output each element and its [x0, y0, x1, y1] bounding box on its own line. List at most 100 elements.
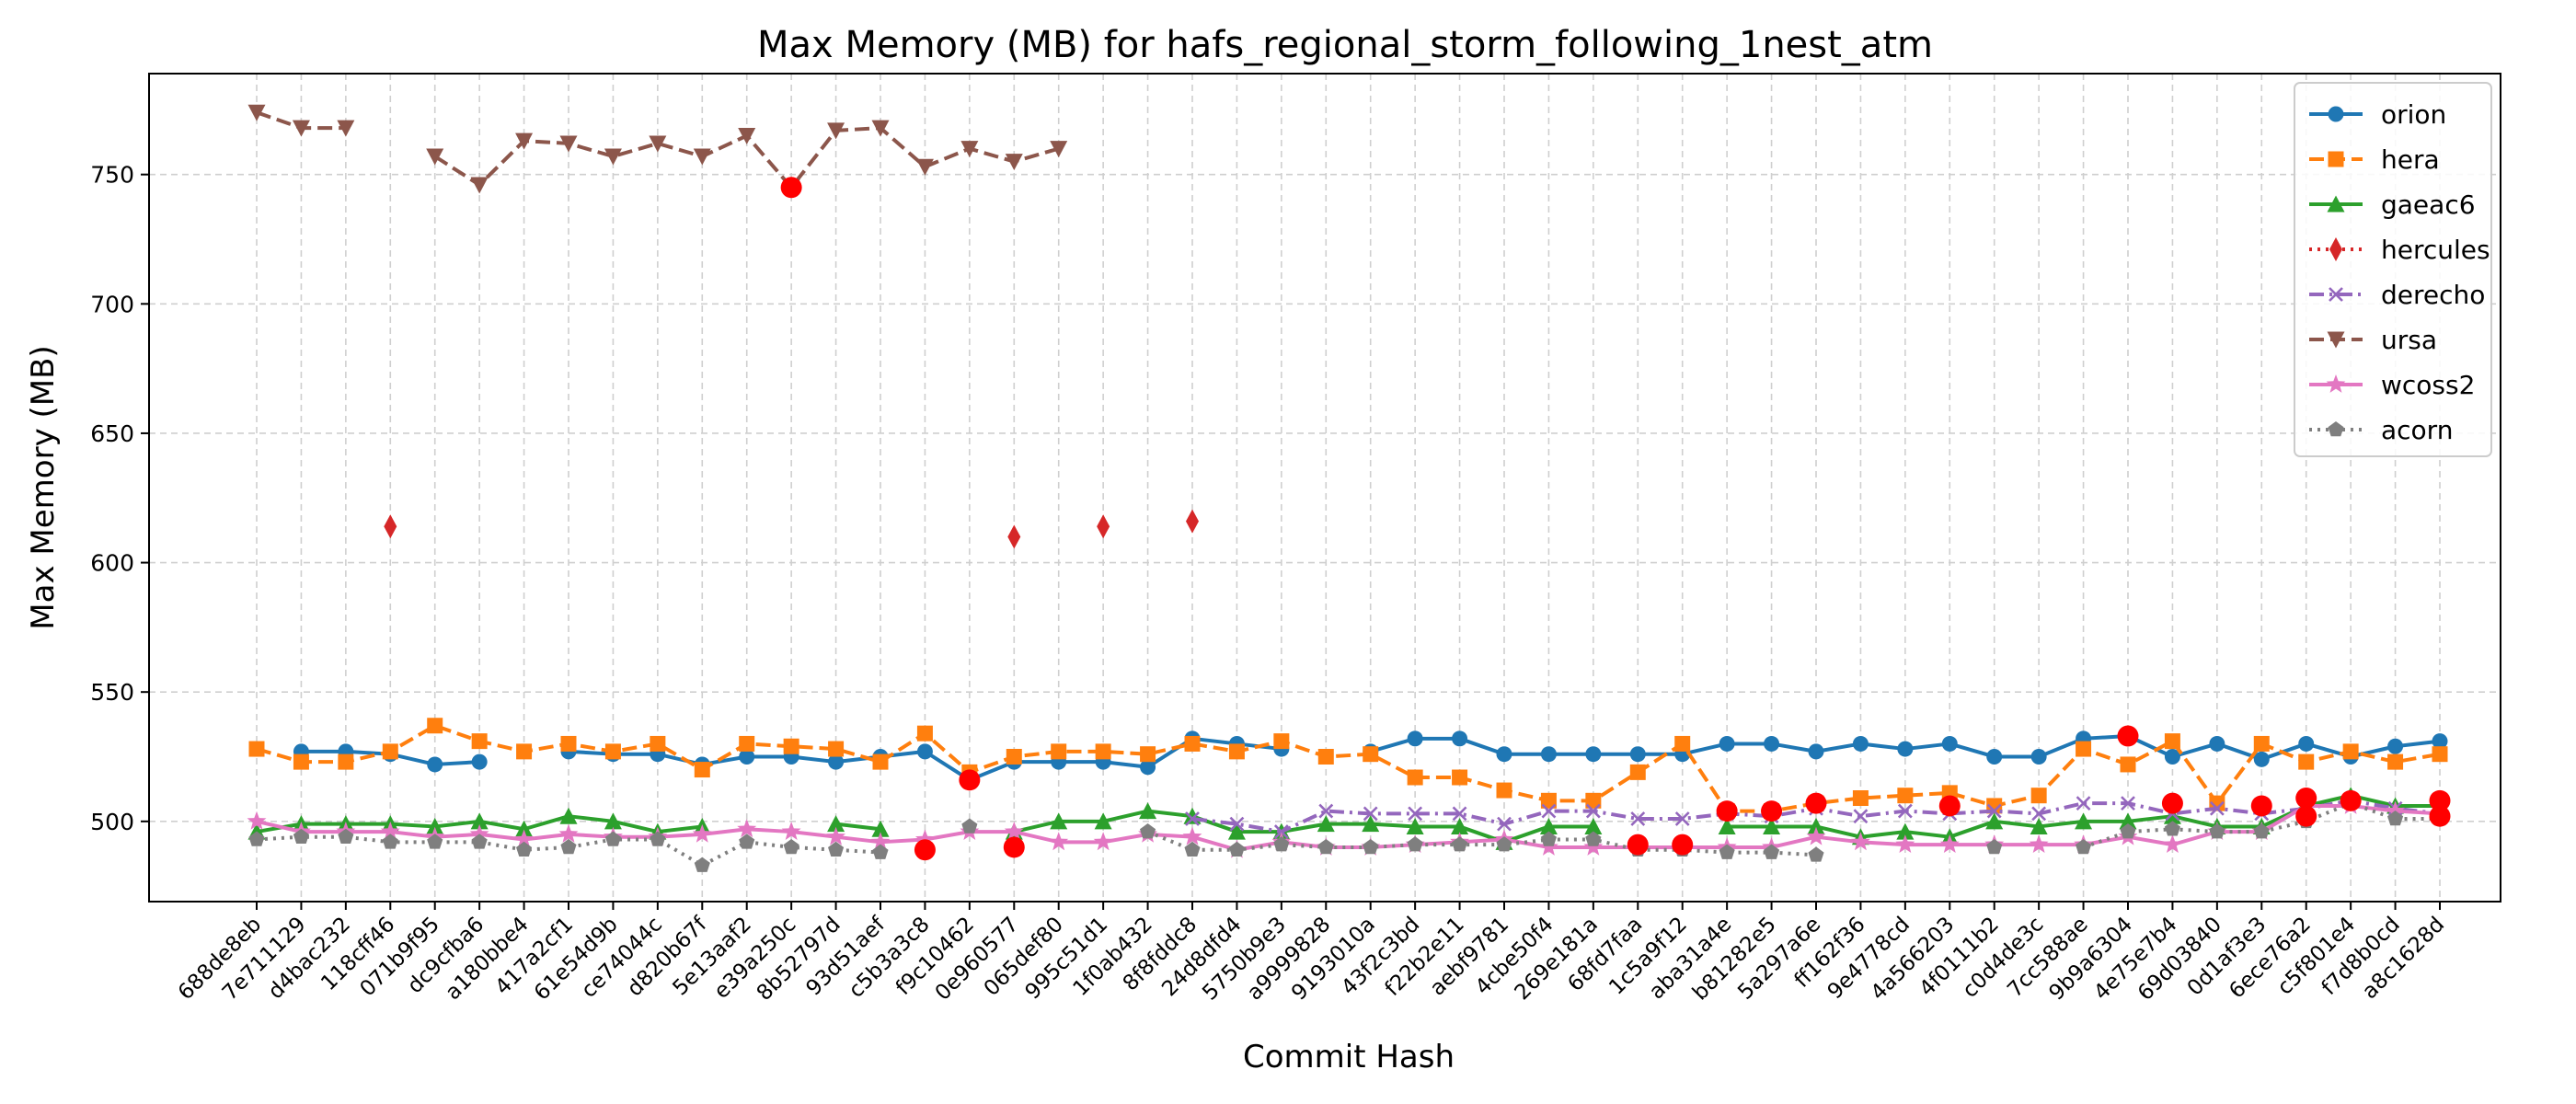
data-point-hera — [2076, 741, 2092, 757]
data-point-derecho — [1674, 811, 1690, 826]
highlighted-point — [780, 177, 802, 199]
data-point-derecho — [2209, 800, 2225, 816]
legend-label: hercules — [2381, 235, 2490, 265]
data-point-hera — [516, 743, 533, 760]
legend-marker — [2326, 374, 2346, 393]
y-tick-label: 500 — [90, 809, 134, 835]
data-point-wcoss2 — [781, 822, 801, 840]
data-point-wcoss2 — [1182, 826, 1202, 845]
legend-item-orion: orion — [2309, 99, 2446, 130]
highlighted-point — [1627, 834, 1649, 856]
data-point-orion — [471, 753, 488, 770]
legend-marker — [2329, 287, 2343, 302]
highlighted-point — [1003, 836, 1025, 858]
data-point-orion — [2030, 749, 2047, 765]
data-point-hera — [1540, 792, 1557, 809]
data-point-hera — [1585, 792, 1602, 809]
data-point-gaeac6 — [2030, 817, 2048, 834]
data-point-ursa — [426, 148, 444, 166]
data-point-hera — [1629, 764, 1646, 780]
data-point-hera — [650, 735, 666, 752]
data-point-ursa — [649, 135, 667, 153]
y-tick-label: 650 — [90, 420, 134, 447]
data-point-acorn — [650, 831, 666, 846]
data-point-orion — [2432, 733, 2448, 750]
data-point-acorn — [338, 828, 354, 844]
data-point-gaeac6 — [2075, 812, 2093, 830]
data-point-derecho — [1408, 806, 1423, 822]
highlighted-point — [959, 769, 981, 791]
data-point-orion — [1986, 749, 2003, 765]
data-point-hera — [1452, 769, 1468, 786]
data-point-hera — [916, 725, 933, 742]
legend-label: orion — [2381, 99, 2446, 130]
data-point-hera — [604, 743, 621, 760]
data-point-gaeac6 — [426, 817, 444, 834]
data-point-orion — [1452, 730, 1468, 747]
highlighted-point — [2295, 805, 2317, 827]
data-point-hera — [293, 753, 309, 770]
data-point-orion — [1852, 735, 1869, 752]
data-point-orion — [1764, 735, 1780, 752]
data-point-gaeac6 — [1718, 817, 1736, 834]
data-point-acorn — [694, 857, 710, 872]
data-point-orion — [2387, 738, 2404, 754]
data-point-wcoss2 — [469, 823, 489, 843]
series-layer — [247, 104, 2450, 872]
legend-item-wcoss2: wcoss2 — [2309, 370, 2475, 400]
data-point-derecho — [1318, 803, 1334, 819]
data-point-derecho — [2076, 796, 2091, 811]
legend-label: gaeac6 — [2381, 190, 2476, 220]
data-point-orion — [1585, 746, 1602, 763]
legend-label: derecho — [2381, 280, 2485, 310]
data-point-acorn — [1407, 836, 1423, 852]
data-point-ursa — [559, 135, 578, 153]
data-point-gaeac6 — [871, 820, 890, 837]
data-point-acorn — [471, 834, 488, 849]
data-point-orion — [1140, 759, 1156, 776]
data-point-orion — [828, 753, 845, 770]
data-point-derecho — [1229, 816, 1245, 832]
data-point-hercules — [1097, 514, 1110, 539]
data-point-acorn — [427, 834, 443, 849]
data-point-acorn — [1452, 836, 1468, 852]
data-point-hera — [694, 762, 710, 778]
data-point-hercules — [1007, 524, 1021, 549]
data-point-derecho — [1273, 824, 1289, 839]
highlighted-point — [914, 839, 936, 861]
data-point-gaeac6 — [1763, 817, 1781, 834]
highlighted-point — [1716, 800, 1738, 822]
data-point-ursa — [1050, 141, 1068, 158]
legend-marker — [2327, 331, 2345, 349]
highlighted-point — [1938, 795, 1961, 817]
data-point-derecho — [1585, 803, 1601, 819]
data-point-hera — [1051, 743, 1067, 760]
data-point-hera — [2432, 746, 2448, 763]
data-point-gaeac6 — [604, 812, 622, 830]
data-point-wcoss2 — [692, 823, 712, 843]
data-point-acorn — [516, 841, 533, 857]
data-point-wcoss2 — [1538, 836, 1558, 856]
highlighted-point — [2161, 792, 2183, 814]
legend-label: hera — [2381, 144, 2440, 175]
highlighted-point — [2117, 725, 2139, 747]
data-point-hera — [1363, 746, 1379, 763]
data-point-gaeac6 — [2119, 812, 2137, 830]
data-point-wcoss2 — [2029, 834, 2049, 854]
y-tick-label: 750 — [90, 162, 134, 189]
data-point-gaeac6 — [1539, 817, 1558, 834]
data-point-wcoss2 — [1049, 832, 1069, 851]
data-point-acorn — [1764, 844, 1780, 859]
data-point-acorn — [1273, 836, 1290, 852]
legend-marker — [2328, 421, 2344, 437]
data-point-wcoss2 — [1850, 832, 1870, 851]
data-point-derecho — [2031, 806, 2047, 822]
legend-item-hera: hera — [2309, 144, 2440, 175]
data-point-hera — [2342, 743, 2359, 760]
highlighted-point — [2295, 788, 2317, 809]
data-point-ursa — [738, 128, 756, 144]
data-point-wcoss2 — [1939, 834, 1960, 854]
data-point-gaeac6 — [1985, 812, 2004, 830]
data-point-hera — [1273, 733, 1290, 750]
